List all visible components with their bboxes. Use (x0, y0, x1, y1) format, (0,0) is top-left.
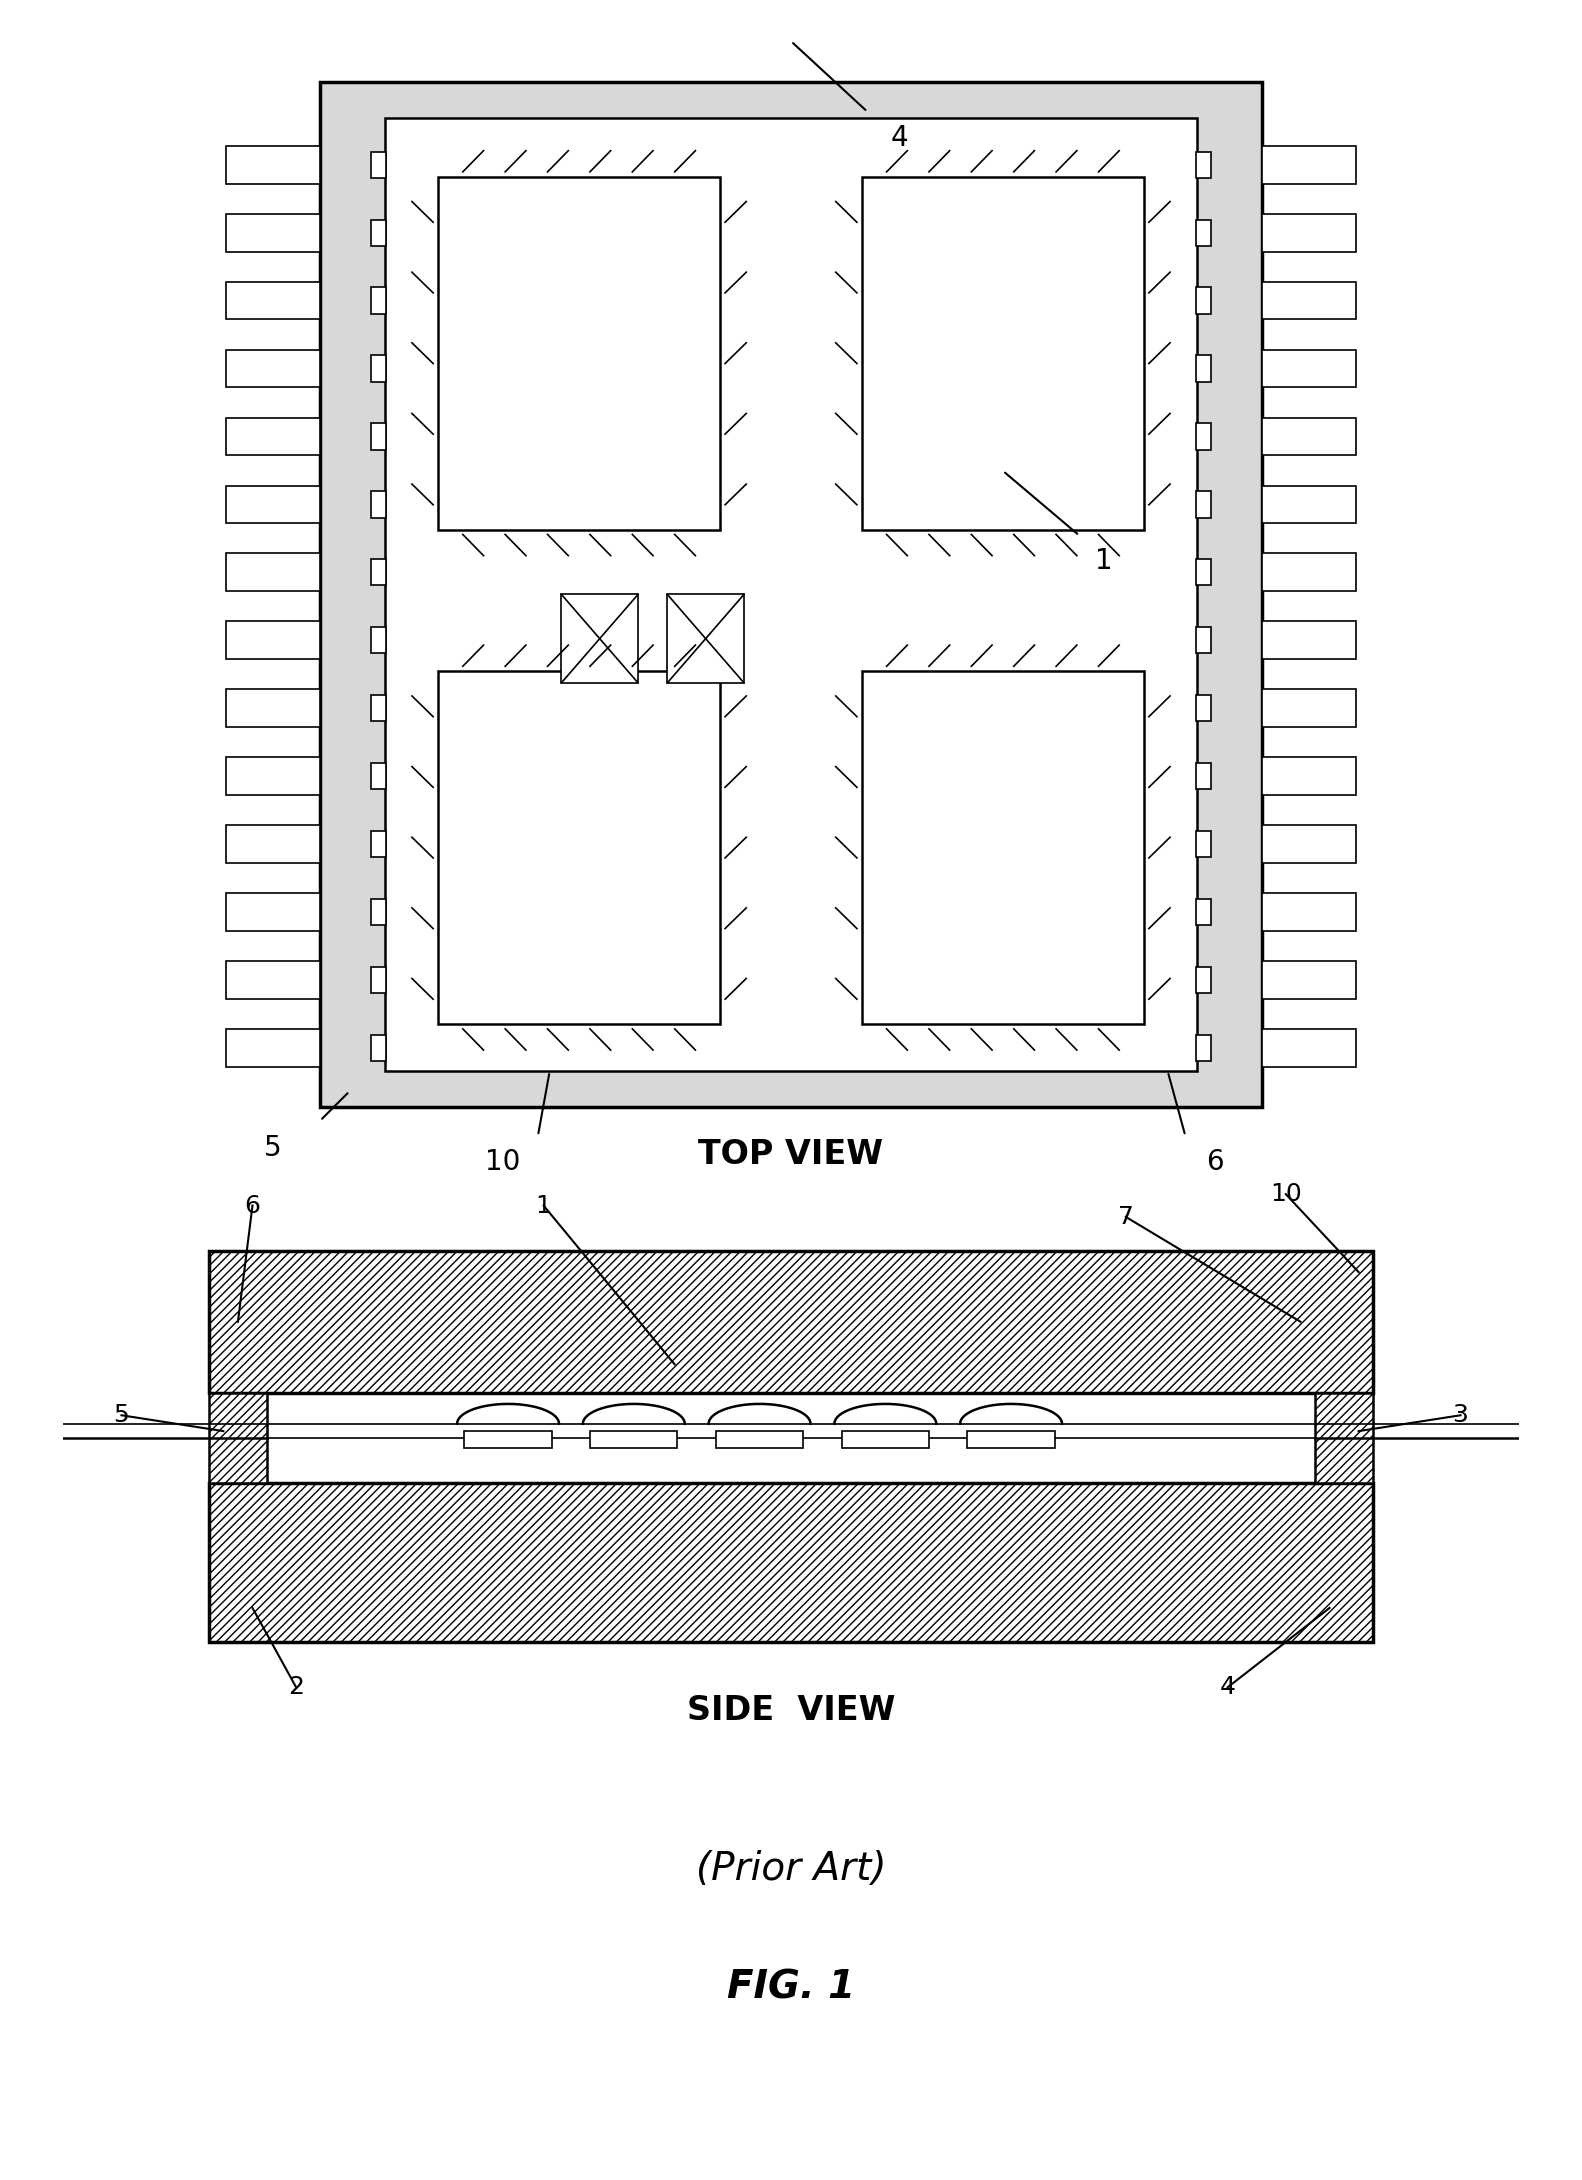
Bar (370, 831, 386, 857)
Bar (1262, 214, 1356, 251)
Text: SIDE  VIEW: SIDE VIEW (687, 1694, 895, 1727)
Bar (1196, 153, 1212, 179)
Bar (226, 486, 320, 523)
Bar (1196, 628, 1212, 654)
Bar (1315, 1393, 1373, 1482)
Bar (370, 695, 386, 722)
Bar (226, 824, 320, 863)
Text: TOP VIEW: TOP VIEW (698, 1138, 884, 1171)
Text: 4: 4 (891, 124, 908, 153)
Bar (590, 1430, 677, 1448)
Bar (320, 83, 1262, 1107)
Bar (1196, 763, 1212, 789)
Bar (226, 621, 320, 658)
Text: 5: 5 (264, 1134, 282, 1162)
Bar (1315, 1393, 1373, 1482)
Bar (1262, 1029, 1356, 1066)
Bar (209, 1482, 1373, 1642)
Text: 4: 4 (1220, 1674, 1236, 1700)
Bar (370, 898, 386, 924)
Bar (1196, 831, 1212, 857)
Text: FIG. 1: FIG. 1 (728, 1969, 854, 2008)
Bar (1196, 966, 1212, 992)
Bar (226, 756, 320, 796)
Bar (226, 214, 320, 251)
Bar (1262, 146, 1356, 183)
Bar (384, 118, 1198, 1070)
Bar (1262, 621, 1356, 658)
Bar (209, 1393, 267, 1482)
Bar (226, 349, 320, 388)
Text: 10: 10 (486, 1147, 520, 1175)
Bar (1262, 689, 1356, 726)
Bar (226, 689, 320, 726)
Bar (1262, 894, 1356, 931)
Bar (862, 671, 1144, 1025)
Bar (1196, 220, 1212, 246)
Bar (438, 177, 720, 530)
Bar (1196, 490, 1212, 517)
Bar (842, 1430, 929, 1448)
Bar (1196, 288, 1212, 314)
Text: 6: 6 (1205, 1147, 1223, 1175)
Bar (226, 554, 320, 591)
Text: 5: 5 (114, 1404, 130, 1428)
Bar (209, 1393, 267, 1482)
Text: 3: 3 (1452, 1404, 1468, 1428)
Bar (226, 146, 320, 183)
Bar (370, 1036, 386, 1062)
Bar (370, 628, 386, 654)
Bar (209, 1251, 1373, 1393)
Bar (370, 220, 386, 246)
Bar (226, 419, 320, 456)
Bar (1262, 756, 1356, 796)
Bar (226, 281, 320, 320)
Bar (370, 966, 386, 992)
Bar (1262, 486, 1356, 523)
Bar (1196, 898, 1212, 924)
Bar (1196, 558, 1212, 586)
Bar (668, 595, 744, 682)
Bar (1262, 961, 1356, 998)
Bar (1262, 281, 1356, 320)
Bar (226, 894, 320, 931)
Bar (370, 423, 386, 449)
Text: 1: 1 (1095, 547, 1112, 576)
Text: 10: 10 (1270, 1182, 1302, 1206)
Bar (438, 671, 720, 1025)
Bar (1196, 355, 1212, 382)
Bar (465, 1430, 552, 1448)
Bar (1262, 419, 1356, 456)
Text: 6: 6 (245, 1192, 261, 1219)
Text: (Prior Art): (Prior Art) (696, 1849, 886, 1888)
Bar (370, 355, 386, 382)
Bar (370, 490, 386, 517)
Bar (226, 961, 320, 998)
Bar (1262, 349, 1356, 388)
Bar (226, 1029, 320, 1066)
Bar (1196, 1036, 1212, 1062)
Bar (370, 153, 386, 179)
Bar (1262, 554, 1356, 591)
Bar (1196, 423, 1212, 449)
Bar (370, 288, 386, 314)
Bar (862, 177, 1144, 530)
Text: 7: 7 (1118, 1206, 1134, 1230)
Bar (1196, 695, 1212, 722)
Bar (1262, 824, 1356, 863)
Bar (717, 1430, 804, 1448)
Text: 1: 1 (536, 1192, 552, 1219)
Bar (209, 1482, 1373, 1642)
Bar (968, 1430, 1055, 1448)
Bar (370, 763, 386, 789)
Bar (370, 558, 386, 586)
Bar (209, 1251, 1373, 1393)
Bar (562, 595, 638, 682)
Text: 2: 2 (288, 1674, 304, 1700)
